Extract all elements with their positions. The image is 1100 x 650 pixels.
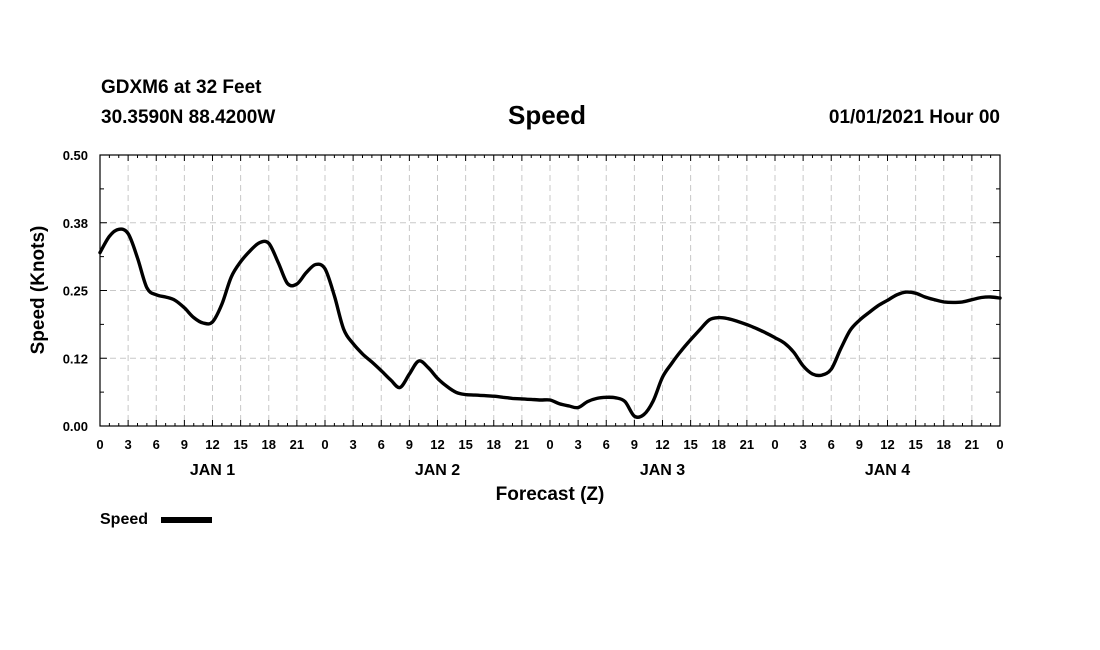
x-tick-label: 21 (965, 437, 979, 452)
x-tick-label: 21 (515, 437, 529, 452)
x-tick-label: 6 (603, 437, 610, 452)
x-tick-label: 6 (828, 437, 835, 452)
x-tick-label: 12 (655, 437, 669, 452)
x-tick-label: 18 (937, 437, 951, 452)
x-tick-label: 0 (546, 437, 553, 452)
x-tick-label: 9 (631, 437, 638, 452)
y-axis-title: Speed (Knots) (28, 226, 49, 355)
x-tick-label: 9 (856, 437, 863, 452)
x-tick-labels: 0 3 6 9 12 15 18 21 0 3 6 9 12 15 18 21 0 3 6 9 12 15 18 21 0 3 6 9… (96, 437, 1003, 452)
x-tick-label: 15 (233, 437, 247, 452)
x-tick-label: 3 (350, 437, 357, 452)
x-tick-label: 15 (683, 437, 697, 452)
x-tick-label: 6 (378, 437, 385, 452)
x-tick-label: 0 (96, 437, 103, 452)
legend-label: Speed (100, 511, 148, 528)
x-tick-label: 12 (430, 437, 444, 452)
x-tick-label: 18 (487, 437, 501, 452)
y-tick-label: 0.12 (63, 351, 88, 366)
x-tick-label: 3 (575, 437, 582, 452)
grid-lines (100, 155, 1000, 426)
y-tick-label: 0.38 (63, 216, 88, 231)
x-tick-label: 12 (205, 437, 219, 452)
day-label: JAN 4 (865, 462, 910, 479)
y-tick-labels: 0.00 0.12 0.25 0.38 0.50 (63, 148, 88, 434)
x-tick-label: 21 (290, 437, 304, 452)
plot-frame (99, 154, 1001, 427)
x-tick-label: 18 (262, 437, 276, 452)
x-tick-label: 0 (771, 437, 778, 452)
forecast-date-label: 01/01/2021 Hour 00 (828, 107, 1000, 128)
x-tick-label: 6 (153, 437, 160, 452)
legend: Speed (100, 511, 212, 528)
x-tick-label: 21 (740, 437, 754, 452)
x-tick-label: 9 (181, 437, 188, 452)
day-label: JAN 3 (640, 462, 685, 479)
day-label: JAN 2 (415, 462, 460, 479)
x-tick-label: 18 (712, 437, 726, 452)
day-label: JAN 1 (190, 462, 235, 479)
chart-title: Speed (508, 100, 587, 130)
coordinates-label: 30.3590N 88.4200W (101, 107, 276, 128)
station-label: GDXM6 at 32 Feet (101, 77, 262, 98)
x-tick-label: 12 (880, 437, 894, 452)
x-tick-label: 3 (125, 437, 132, 452)
y-tick-label: 0.50 (63, 148, 88, 163)
day-labels: JAN 1 JAN 2 JAN 3 JAN 4 (190, 462, 910, 479)
x-tick-label: 3 (800, 437, 807, 452)
x-tick-label: 15 (908, 437, 922, 452)
x-tick-label: 9 (406, 437, 413, 452)
y-tick-label: 0.00 (63, 419, 88, 434)
y-tick-label: 0.25 (63, 284, 88, 299)
x-axis-title: Forecast (Z) (496, 484, 605, 505)
x-tick-label: 0 (996, 437, 1003, 452)
speed-series-line (98, 227, 1002, 420)
x-tick-label: 15 (458, 437, 472, 452)
x-tick-label: 0 (321, 437, 328, 452)
